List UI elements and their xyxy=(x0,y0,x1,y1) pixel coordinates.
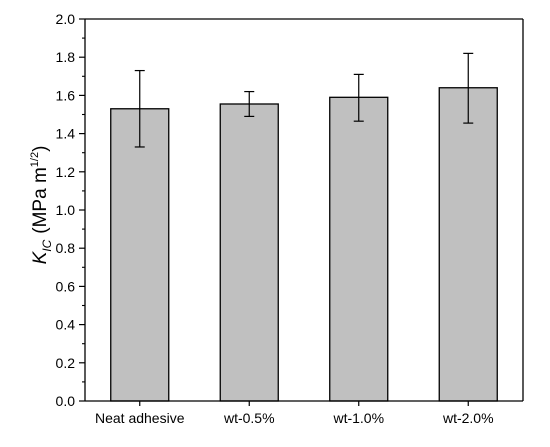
bar-2 xyxy=(329,96,389,402)
y-axis-title: KIC (MPa m1/2) xyxy=(29,146,54,265)
bar-0 xyxy=(110,108,170,402)
error-bars-group xyxy=(134,52,474,148)
y-axis-exponent: 1/2 xyxy=(29,152,41,167)
y-tick-label-2: 0.4 xyxy=(56,317,76,333)
y-tick-label-10: 2.0 xyxy=(56,11,76,27)
y-axis-symbol: K xyxy=(30,250,51,264)
y-tick-label-9: 1.8 xyxy=(56,49,76,65)
y-tick-label-0: 0.0 xyxy=(56,393,76,409)
x-ticks-group: Neat adhesive wt-0.5% wt-1.0% wt-2.0% xyxy=(95,401,494,426)
x-tick-label-1: wt-0.5% xyxy=(223,410,275,426)
y-tick-label-8: 1.6 xyxy=(56,87,76,103)
y-ticks-group: 0.0 0.2 0.4 0.6 0.8 1.0 1.2 1.4 1.6 1.8 2.0 xyxy=(56,11,85,409)
x-tick-label-0: Neat adhesive xyxy=(95,410,185,426)
bar-1 xyxy=(219,103,279,402)
y-tick-label-3: 0.6 xyxy=(56,278,76,294)
y-axis-subscript: IC xyxy=(40,239,54,251)
y-tick-label-4: 0.8 xyxy=(56,240,76,256)
y-tick-label-7: 1.4 xyxy=(56,126,76,142)
y-tick-label-5: 1.0 xyxy=(56,202,76,218)
x-tick-label-2: wt-1.0% xyxy=(332,410,384,426)
y-axis-unit: (MPa m xyxy=(30,167,51,234)
y-axis-close: ) xyxy=(30,146,51,152)
bar-3 xyxy=(438,87,498,402)
y-tick-label-6: 1.2 xyxy=(56,164,76,180)
y-tick-label-1: 0.2 xyxy=(56,355,76,371)
bars-group xyxy=(110,87,498,402)
x-tick-label-3: wt-2.0% xyxy=(442,410,494,426)
